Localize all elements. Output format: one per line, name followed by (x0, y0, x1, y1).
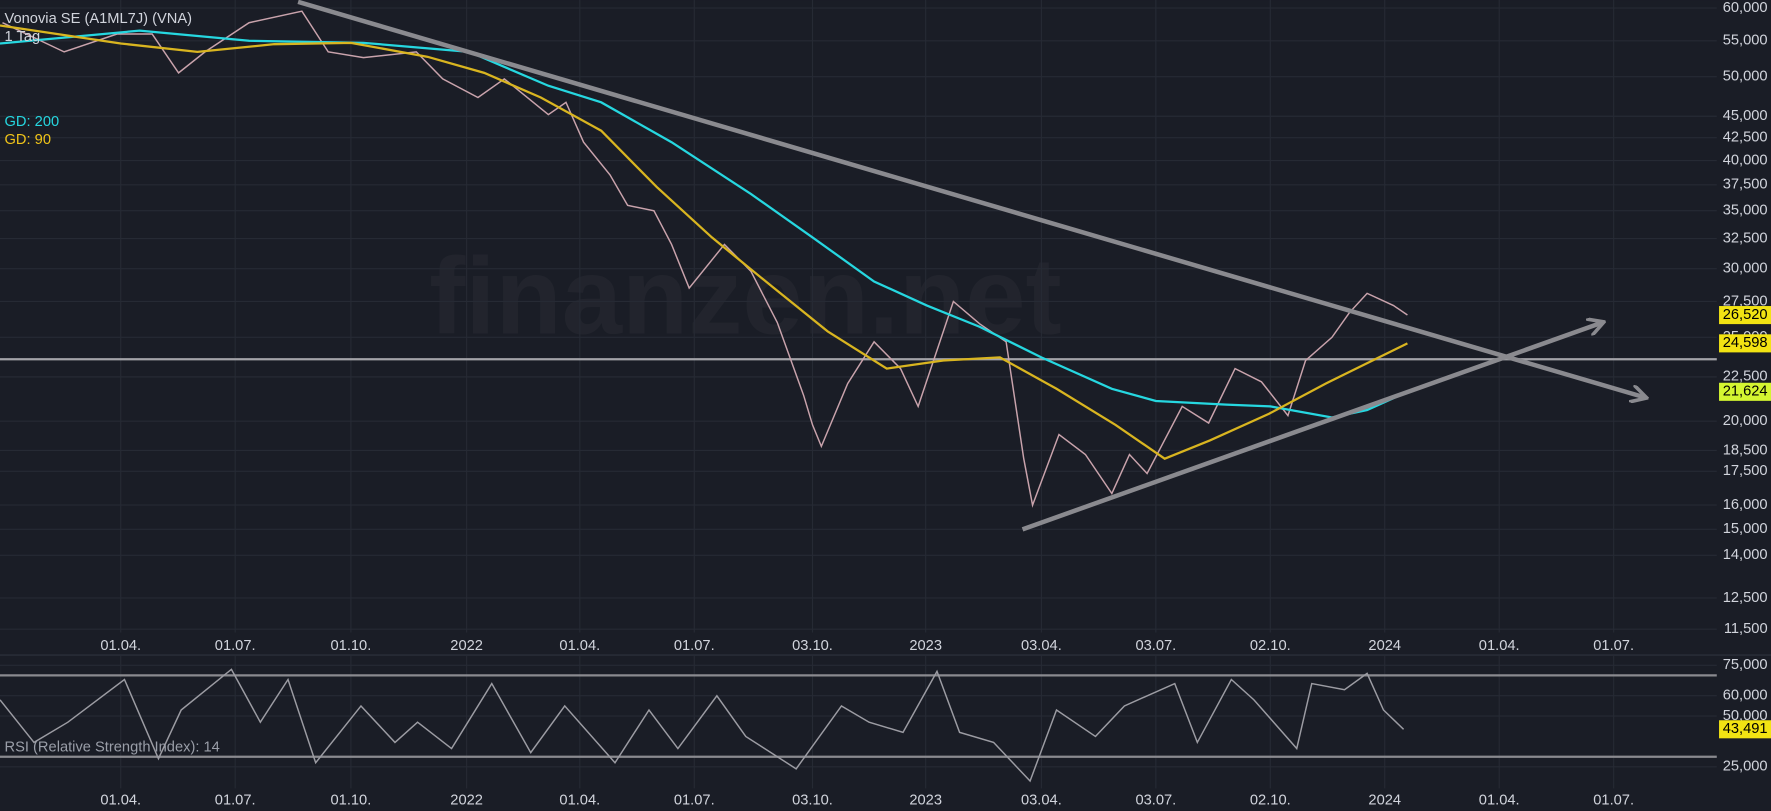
y-tick-label: 60,000 (1723, 688, 1768, 704)
grid-layer (0, 0, 1717, 789)
legend-entry: GD: 90 (5, 132, 51, 148)
y-tick-label: 60,000 (1723, 0, 1768, 16)
chart-subtitle: 1 Tag (5, 29, 41, 45)
y-tick-label: 18,500 (1723, 442, 1768, 458)
x-tick-label: 03.10. (792, 793, 833, 809)
x-tick-label: 01.10. (331, 793, 372, 809)
value-label-bg (1719, 382, 1771, 401)
x-tick-label: 03.04. (1021, 793, 1062, 809)
x-tick-label: 01.04. (100, 793, 141, 809)
y-tick-label: 16,000 (1723, 497, 1768, 513)
series-layer (0, 0, 1717, 783)
y-tick-label: 17,500 (1723, 463, 1768, 479)
x-tick-label: 01.04. (100, 638, 141, 654)
y-tick-label: 45,000 (1723, 108, 1768, 124)
value-label-bg (1719, 720, 1771, 739)
y-tick-label: 14,000 (1723, 547, 1768, 563)
x-tick-label: 01.04. (1479, 793, 1520, 809)
y-tick-label: 20,000 (1723, 413, 1768, 429)
y-tick-label: 37,500 (1723, 177, 1768, 193)
y-tick-label: 22,500 (1723, 369, 1768, 385)
value-label: 26,520 (1723, 307, 1768, 323)
y-tick-label: 25,000 (1723, 759, 1768, 775)
x-tick-label: 2023 (909, 638, 942, 654)
value-label: 43,491 (1723, 721, 1768, 737)
series-line (0, 24, 1408, 460)
x-tick-label: 03.04. (1021, 638, 1062, 654)
value-label-bg (1719, 306, 1771, 325)
x-tick-label: 01.07. (674, 638, 715, 654)
value-label-bg (1719, 334, 1771, 353)
y-tick-label: 27,500 (1723, 293, 1768, 309)
x-tick-label: 01.07. (215, 638, 256, 654)
chart-title: Vonovia SE (A1ML7J) (VNA) (5, 11, 193, 27)
x-tick-label: 03.07. (1135, 638, 1176, 654)
y-tick-label: 55,000 (1723, 33, 1768, 49)
y-tick-label: 32,500 (1723, 230, 1768, 246)
x-tick-label: 01.07. (215, 793, 256, 809)
y-tick-label: 40,000 (1723, 152, 1768, 168)
value-label: 24,598 (1723, 335, 1768, 351)
x-tick-label: 01.07. (674, 793, 715, 809)
x-tick-label: 2023 (909, 793, 942, 809)
y-tick-label: 15,000 (1723, 521, 1768, 537)
trend-line (297, 0, 1645, 398)
x-tick-label: 2022 (450, 793, 483, 809)
x-tick-label: 02.10. (1250, 638, 1291, 654)
trend-line (1021, 323, 1603, 532)
x-tick-label: 2024 (1368, 638, 1401, 654)
x-tick-label: 03.10. (792, 638, 833, 654)
y-tick-label: 75,000 (1723, 657, 1768, 673)
legend-entry: GD: 200 (5, 114, 60, 130)
x-tick-label: 01.04. (1479, 638, 1520, 654)
y-tick-label: 35,000 (1723, 203, 1768, 219)
series-line (0, 668, 1405, 783)
y-tick-label: 42,500 (1723, 130, 1768, 146)
series-line (0, 29, 1408, 419)
x-tick-label: 02.10. (1250, 793, 1291, 809)
y-tick-label: 12,500 (1723, 590, 1768, 606)
watermark: finanzen.net (429, 236, 1061, 357)
y-tick-label: 11,500 (1724, 621, 1768, 637)
x-tick-label: 01.04. (559, 638, 600, 654)
label-layer: 01.04. 01.07. 01.10. 2022 01.04. 01.07. 03.10.… (100, 0, 1771, 809)
x-tick-label: 2024 (1368, 793, 1401, 809)
x-tick-label: 01.07. (1593, 793, 1634, 809)
y-tick-label: 30,000 (1723, 261, 1768, 277)
x-tick-label: 01.10. (331, 638, 372, 654)
x-tick-label: 2022 (450, 638, 483, 654)
chart-title: RSI (Relative Strength Index): 14 (5, 740, 220, 756)
y-tick-label: 50,000 (1723, 69, 1768, 85)
x-tick-label: 03.07. (1135, 793, 1176, 809)
x-tick-label: 01.07. (1593, 638, 1634, 654)
x-tick-label: 01.04. (559, 793, 600, 809)
value-label: 21,624 (1723, 384, 1768, 400)
y-tick-label: 50,000 (1723, 708, 1768, 724)
